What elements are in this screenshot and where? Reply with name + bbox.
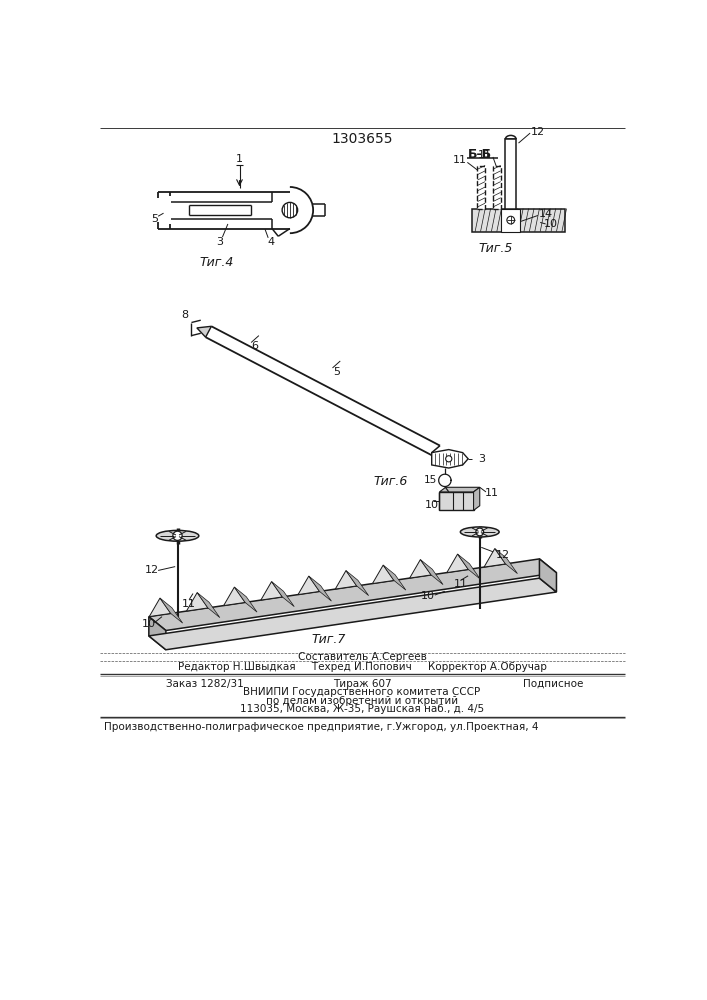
Text: 11: 11 bbox=[182, 599, 196, 609]
Polygon shape bbox=[298, 576, 320, 595]
Polygon shape bbox=[223, 587, 245, 606]
Polygon shape bbox=[261, 582, 282, 600]
Text: 10: 10 bbox=[425, 500, 439, 510]
Text: 6: 6 bbox=[252, 341, 259, 351]
Bar bbox=[501, 209, 520, 232]
Polygon shape bbox=[149, 578, 556, 650]
Text: 11: 11 bbox=[452, 155, 467, 165]
Bar bbox=[477, 166, 485, 209]
Polygon shape bbox=[373, 565, 394, 584]
Text: Τиг.4: Τиг.4 bbox=[199, 256, 233, 269]
Polygon shape bbox=[197, 326, 211, 337]
Bar bbox=[472, 209, 565, 232]
Text: по делам изобретений и открытий: по делам изобретений и открытий bbox=[266, 696, 458, 706]
Text: Заказ 1282/31: Заказ 1282/31 bbox=[166, 679, 244, 689]
Text: 12: 12 bbox=[145, 565, 159, 575]
Polygon shape bbox=[149, 598, 170, 617]
Polygon shape bbox=[271, 582, 294, 607]
Text: 4: 4 bbox=[267, 237, 274, 247]
Text: 5: 5 bbox=[333, 367, 340, 377]
Polygon shape bbox=[197, 593, 220, 618]
Polygon shape bbox=[440, 487, 480, 492]
Text: 113035, Москва, Ж-35, Раушская наб., д. 4/5: 113035, Москва, Ж-35, Раушская наб., д. … bbox=[240, 704, 484, 714]
Text: Подписное: Подписное bbox=[523, 679, 583, 689]
Text: Производственно-полиграфическое предприятие, г.Ужгород, ул.Проектная, 4: Производственно-полиграфическое предприя… bbox=[104, 722, 538, 732]
Polygon shape bbox=[187, 593, 208, 611]
Text: Тираж 607: Тираж 607 bbox=[332, 679, 391, 689]
Ellipse shape bbox=[156, 530, 199, 541]
Bar bbox=[493, 166, 501, 209]
Polygon shape bbox=[149, 559, 556, 631]
Polygon shape bbox=[149, 617, 166, 650]
Ellipse shape bbox=[460, 527, 499, 537]
Text: 1: 1 bbox=[236, 154, 243, 164]
Polygon shape bbox=[432, 450, 468, 468]
Text: 12: 12 bbox=[496, 550, 510, 560]
Circle shape bbox=[282, 202, 298, 218]
Text: 15: 15 bbox=[424, 475, 438, 485]
Text: 12: 12 bbox=[531, 127, 545, 137]
Polygon shape bbox=[383, 565, 406, 590]
Polygon shape bbox=[539, 559, 556, 592]
Circle shape bbox=[476, 528, 484, 536]
Text: 5: 5 bbox=[151, 214, 158, 224]
Text: 3: 3 bbox=[478, 454, 485, 464]
Text: 11: 11 bbox=[453, 579, 467, 589]
Text: 14: 14 bbox=[539, 209, 553, 219]
Bar bbox=[506, 139, 516, 209]
Polygon shape bbox=[309, 576, 332, 601]
Text: Τиг.7: Τиг.7 bbox=[312, 633, 346, 646]
Circle shape bbox=[445, 456, 452, 462]
Polygon shape bbox=[440, 492, 474, 510]
Text: Б-Б: Б-Б bbox=[468, 148, 492, 161]
Text: ВНИИПИ Государственного комитета СССР: ВНИИПИ Государственного комитета СССР bbox=[243, 687, 481, 697]
Circle shape bbox=[173, 531, 182, 540]
Text: 10: 10 bbox=[544, 219, 558, 229]
Polygon shape bbox=[484, 549, 506, 567]
Text: 8: 8 bbox=[182, 310, 189, 320]
Text: Τиг.6: Τиг.6 bbox=[373, 475, 408, 488]
Text: 11: 11 bbox=[484, 488, 498, 498]
Polygon shape bbox=[457, 554, 480, 579]
Polygon shape bbox=[346, 571, 368, 596]
Text: Составитель А.Сергеев: Составитель А.Сергеев bbox=[298, 652, 426, 662]
Polygon shape bbox=[160, 598, 182, 623]
Text: 1303655: 1303655 bbox=[331, 132, 392, 146]
Text: Редактор Н.Швыдкая     Техред И.Попович     Корректор А.Обручар: Редактор Н.Швыдкая Техред И.Попович Корр… bbox=[177, 662, 547, 672]
Polygon shape bbox=[409, 560, 431, 578]
Text: 3: 3 bbox=[216, 237, 223, 247]
Text: Τиг.5: Τиг.5 bbox=[478, 242, 513, 255]
Polygon shape bbox=[335, 571, 357, 589]
Polygon shape bbox=[421, 560, 443, 585]
Polygon shape bbox=[495, 549, 518, 574]
Polygon shape bbox=[235, 587, 257, 612]
Text: 11: 11 bbox=[478, 150, 492, 160]
Text: 10: 10 bbox=[142, 619, 156, 629]
Text: 10: 10 bbox=[421, 591, 435, 601]
Circle shape bbox=[507, 216, 515, 224]
Polygon shape bbox=[474, 487, 480, 510]
Polygon shape bbox=[447, 554, 468, 573]
